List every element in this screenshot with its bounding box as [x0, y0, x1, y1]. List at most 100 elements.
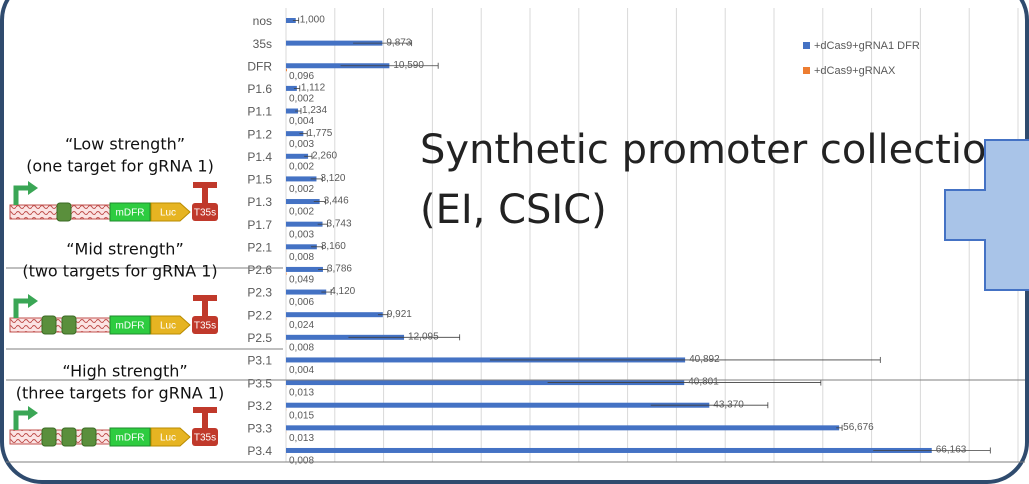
data-label: 9,873	[386, 37, 411, 48]
slide-title: (EI, CSIC)	[420, 187, 607, 233]
data-label: 0,003	[289, 229, 314, 240]
data-label: 1,000	[300, 15, 325, 26]
part-label: mDFR	[116, 433, 145, 444]
y-tick-label: DFR	[247, 59, 272, 73]
bar	[286, 380, 685, 386]
luc-box	[150, 202, 191, 222]
group-subtitle: (three targets for gRNA 1)	[16, 384, 225, 403]
target-site	[41, 315, 57, 335]
data-label: 40,892	[689, 354, 720, 365]
data-label: 0,008	[289, 456, 314, 467]
bar	[286, 266, 323, 272]
data-label: 3,446	[324, 196, 349, 207]
data-label: 0,002	[289, 184, 314, 195]
data-label: 0,002	[289, 94, 314, 105]
bar	[286, 221, 323, 227]
data-label: 56,676	[843, 422, 874, 433]
part-label: mDFR	[116, 321, 145, 332]
bar	[286, 68, 287, 72]
terminator-box	[192, 203, 218, 221]
part-label: T35s	[194, 321, 216, 332]
bar	[286, 153, 309, 159]
tss-arrow	[13, 298, 30, 318]
group-subtitle: (one target for gRNA 1)	[26, 157, 214, 176]
data-label: 1,112	[301, 83, 326, 94]
target-site	[81, 427, 97, 447]
data-label: 0,013	[289, 388, 314, 399]
y-tick-label: P1.1	[247, 105, 272, 119]
group-title: “Low strength”	[65, 135, 185, 154]
y-tick-label: P2.3	[247, 286, 272, 300]
tss-arrow	[13, 185, 30, 205]
data-label: 9,921	[387, 309, 412, 320]
bar	[286, 334, 405, 340]
bar	[286, 244, 317, 250]
data-label: 0,013	[289, 433, 314, 444]
bar	[286, 447, 932, 453]
y-tick-label: 35s	[253, 37, 272, 51]
terminator-stem	[202, 299, 208, 317]
data-label: 3,743	[327, 218, 352, 229]
data-label: 0,024	[289, 320, 314, 331]
bar	[286, 312, 383, 318]
tss-arrow-head	[28, 181, 38, 195]
bar	[286, 176, 317, 182]
terminator-top	[193, 182, 217, 188]
data-label: 0,002	[289, 161, 314, 172]
y-tick-label: P3.5	[247, 376, 272, 390]
luc-box	[150, 315, 191, 335]
group-subtitle: (two targets for gRNA 1)	[22, 262, 217, 281]
bar	[286, 85, 297, 91]
bar	[286, 108, 299, 114]
y-tick-label: P2.1	[247, 240, 272, 254]
bar	[286, 357, 686, 363]
bar	[286, 402, 710, 408]
data-label: 4,120	[330, 286, 355, 297]
cds-box	[109, 202, 151, 222]
y-tick-label: P1.3	[247, 195, 272, 209]
tss-arrow-head	[28, 294, 38, 308]
y-tick-label: P3.1	[247, 354, 272, 368]
terminator-stem	[202, 411, 208, 429]
data-label: 1,775	[307, 128, 332, 139]
target-site	[56, 202, 72, 222]
target-site	[41, 427, 57, 447]
y-tick-label: P2.6	[247, 263, 272, 277]
bar	[286, 40, 383, 46]
tss-arrow	[13, 410, 30, 430]
terminator-stem	[202, 186, 208, 204]
legend-swatch	[803, 67, 810, 74]
terminator-top	[193, 407, 217, 413]
bar	[286, 289, 327, 295]
part-label: mDFR	[116, 208, 145, 219]
y-tick-label: P2.2	[247, 308, 272, 322]
data-label: 66,163	[936, 445, 967, 456]
data-label: 10,590	[393, 60, 424, 71]
part-label: Luc	[160, 208, 176, 219]
part-label: Luc	[160, 321, 176, 332]
data-label: 0,015	[289, 410, 314, 421]
data-label: 0,004	[289, 116, 314, 127]
groups: “Low strength” (one target for gRNA 1) mDF…	[9, 135, 225, 447]
legend-swatch	[803, 42, 810, 49]
bar	[286, 18, 296, 23]
grid	[285, 8, 1019, 462]
bar	[286, 199, 320, 205]
data-label: 0,049	[289, 275, 314, 286]
data-label: 0,008	[289, 342, 314, 353]
luc-box	[150, 427, 191, 447]
slide-title: Synthetic promoter collection	[420, 127, 1012, 173]
data-label: 12,095	[408, 331, 439, 342]
data-label: 43,370	[713, 399, 744, 410]
data-label: 3,120	[320, 173, 345, 184]
data-label: 0,002	[289, 207, 314, 218]
terminator-box	[192, 428, 218, 446]
target-site	[61, 315, 77, 335]
legend-label: +dCas9+gRNA1 DFR	[814, 40, 920, 52]
y-tick-label: P1.4	[247, 150, 272, 164]
data-label: 1,234	[302, 105, 327, 116]
terminator-top	[193, 295, 217, 301]
data-label: 3,160	[321, 241, 346, 252]
